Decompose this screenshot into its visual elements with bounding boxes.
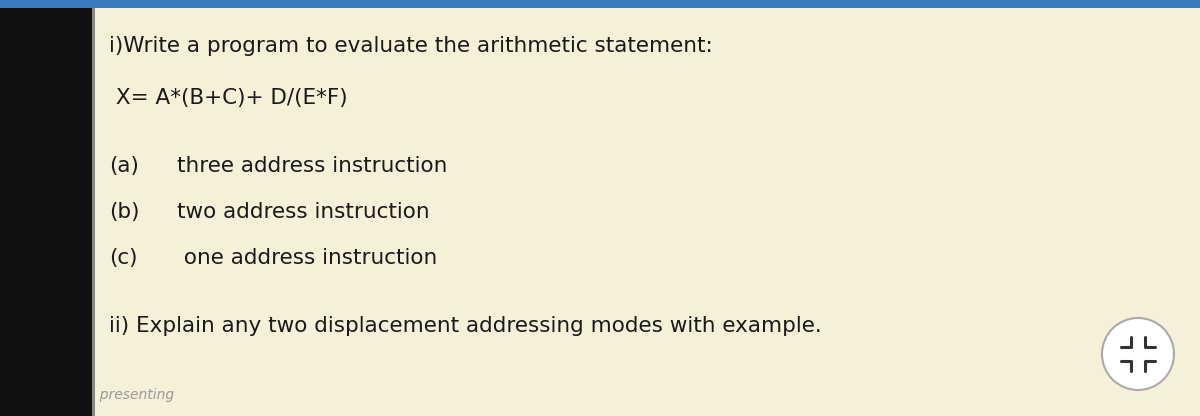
FancyBboxPatch shape <box>0 0 92 416</box>
Text: X= A*(B+C)+ D/(E*F): X= A*(B+C)+ D/(E*F) <box>109 88 348 108</box>
FancyBboxPatch shape <box>92 8 96 416</box>
Text: one address instruction: one address instruction <box>178 248 438 268</box>
Text: (a): (a) <box>109 156 139 176</box>
Text: two address instruction: two address instruction <box>178 202 430 222</box>
Text: Siddharthe is presenting: Siddharthe is presenting <box>4 388 174 402</box>
Text: (b): (b) <box>109 202 140 222</box>
Circle shape <box>1102 318 1174 390</box>
Text: three address instruction: three address instruction <box>178 156 448 176</box>
Text: i)Write a program to evaluate the arithmetic statement:: i)Write a program to evaluate the arithm… <box>109 36 713 56</box>
FancyBboxPatch shape <box>0 0 1200 8</box>
Text: (c): (c) <box>109 248 138 268</box>
Text: ii) Explain any two displacement addressing modes with example.: ii) Explain any two displacement address… <box>109 316 822 336</box>
